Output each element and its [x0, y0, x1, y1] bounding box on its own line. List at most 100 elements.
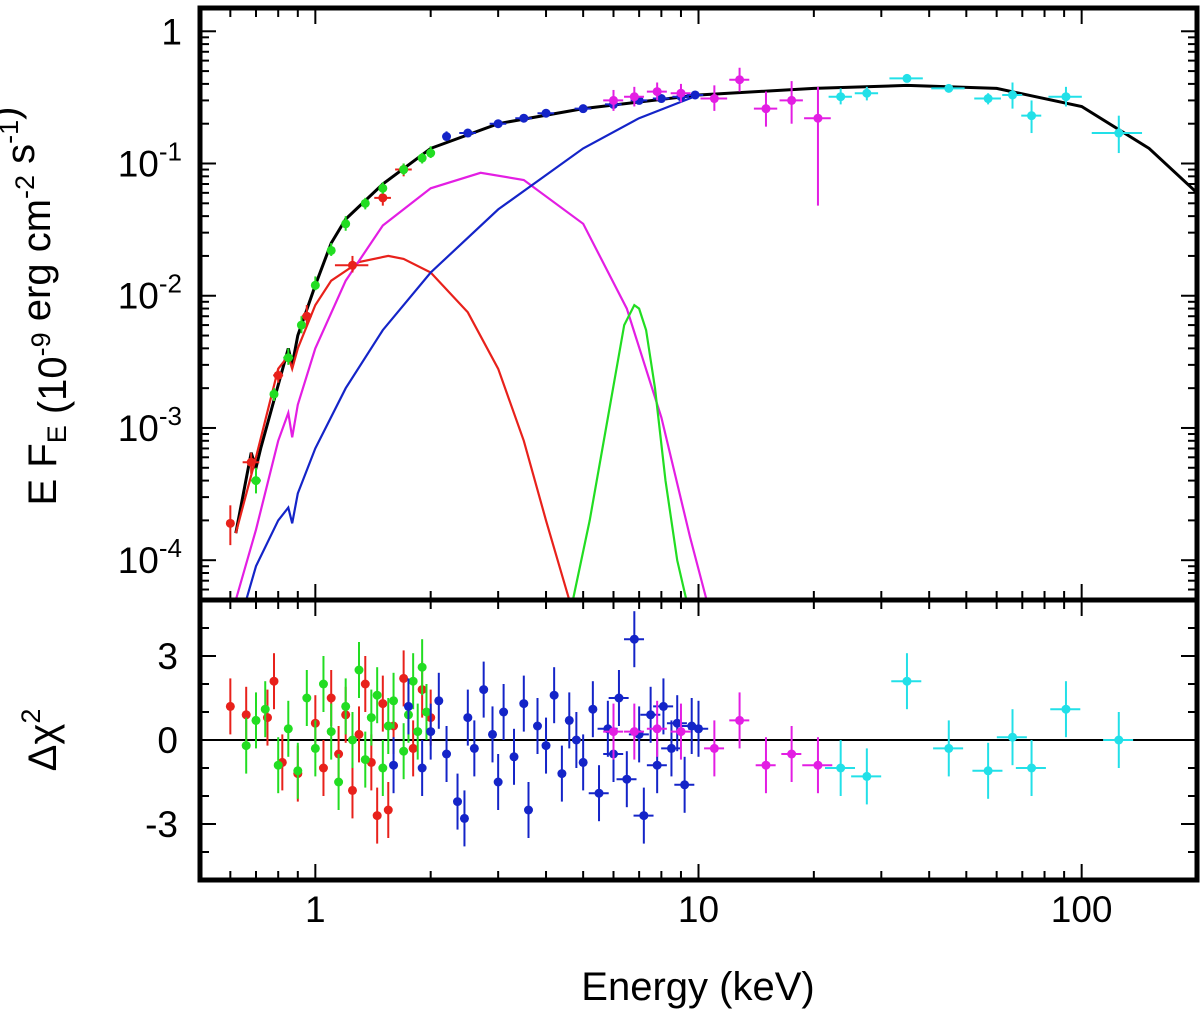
data-marker: [656, 94, 666, 104]
residual-marker: [269, 676, 279, 686]
data-point-magenta-data: [670, 83, 691, 103]
data-point-blue-data: [537, 108, 555, 118]
residual-point-cyan: [851, 748, 882, 805]
data-point-magenta-data: [804, 86, 831, 206]
residual-marker: [383, 721, 393, 731]
residual-points: [225, 611, 1134, 847]
residual-marker: [761, 760, 771, 770]
data-marker: [1008, 90, 1018, 100]
residual-point-green: [326, 703, 336, 760]
residual-marker: [463, 713, 473, 723]
residual-point-blue: [532, 698, 542, 754]
residual-marker: [902, 676, 912, 686]
residual-marker: [459, 813, 469, 823]
residual-point-blue: [549, 667, 559, 724]
data-point-cyan-data: [828, 88, 852, 105]
residual-marker: [283, 724, 293, 734]
bottom-panel-frame: [197, 597, 1200, 883]
residual-marker: [519, 699, 529, 709]
residual-marker: [372, 690, 382, 700]
x-axis-title: Energy (keV): [581, 965, 814, 1009]
data-marker: [225, 518, 235, 528]
residual-point-magenta: [603, 703, 624, 760]
residual-point-green: [293, 742, 303, 799]
data-point-cyan-data: [1091, 115, 1143, 154]
residual-point-blue: [608, 670, 629, 726]
residual-point-blue: [588, 681, 598, 738]
residual-marker: [347, 735, 357, 745]
residual-marker: [251, 715, 261, 725]
residual-marker: [408, 743, 418, 753]
residual-marker: [658, 701, 668, 711]
data-point-magenta-data: [624, 86, 645, 107]
residual-point-blue: [403, 678, 413, 735]
residual-marker: [453, 797, 463, 807]
residual-point-red: [354, 706, 364, 763]
residual-marker: [442, 749, 452, 759]
residual-marker: [588, 704, 598, 714]
residual-marker: [787, 749, 797, 759]
data-marker: [347, 260, 357, 270]
residual-marker: [488, 729, 498, 739]
residual-point-cyan: [824, 740, 856, 796]
residual-marker: [426, 727, 436, 737]
residual-marker: [469, 743, 479, 753]
residual-marker: [366, 713, 376, 723]
residual-marker: [652, 760, 662, 770]
data-point-blue-data: [515, 113, 532, 123]
residual-marker: [341, 701, 351, 711]
data-marker: [1061, 92, 1071, 102]
residual-point-cyan: [891, 653, 922, 710]
residual-marker: [399, 673, 409, 683]
residual-point-red: [347, 762, 357, 819]
residual-point-magenta: [670, 703, 691, 760]
residual-marker: [1114, 735, 1124, 745]
residual-point-blue: [453, 773, 463, 830]
model-curve-blue-component: [245, 93, 699, 601]
data-point-green-data: [417, 153, 427, 164]
data-point-magenta-data: [753, 91, 778, 127]
residual-marker: [360, 679, 370, 689]
residual-marker: [571, 735, 581, 745]
residual-marker: [622, 774, 632, 784]
data-point-cyan-data: [931, 83, 965, 93]
residual-marker: [813, 760, 823, 770]
data-marker: [302, 311, 312, 321]
model-curve-magenta-component: [234, 171, 708, 601]
residual-marker: [318, 763, 328, 773]
residual-marker: [629, 727, 639, 737]
residual-point-blue: [459, 790, 469, 847]
residual-point-green: [366, 689, 376, 746]
residual-marker: [302, 693, 312, 703]
data-point-green-data: [326, 243, 336, 256]
data-marker: [341, 219, 351, 229]
data-point-blue-data: [489, 119, 507, 129]
data-point-blue-data: [652, 94, 670, 104]
residual-marker: [354, 729, 364, 739]
residual-point-magenta: [624, 703, 645, 760]
residual-marker: [578, 757, 588, 767]
data-marker: [360, 198, 370, 208]
residual-point-green: [378, 740, 388, 796]
data-point-cyan-data: [1021, 100, 1042, 134]
data-marker: [608, 95, 618, 105]
residual-point-green: [360, 731, 370, 788]
data-marker: [709, 94, 719, 104]
residual-marker: [666, 743, 676, 753]
data-marker: [273, 370, 283, 380]
data-point-green-data: [399, 163, 409, 175]
data-marker: [417, 153, 427, 163]
residual-point-blue: [434, 672, 444, 729]
residual-point-blue: [541, 717, 551, 774]
data-point-blue-data: [686, 90, 704, 100]
data-marker: [378, 193, 388, 203]
residual-y-tick-label: 3: [157, 636, 178, 677]
data-point-green-data: [360, 197, 370, 210]
data-point-red-data: [273, 368, 284, 383]
residual-point-blue: [674, 756, 695, 813]
data-marker: [269, 389, 279, 399]
residual-point-blue: [571, 712, 581, 768]
data-marker: [862, 88, 872, 98]
residual-point-blue: [616, 751, 637, 808]
